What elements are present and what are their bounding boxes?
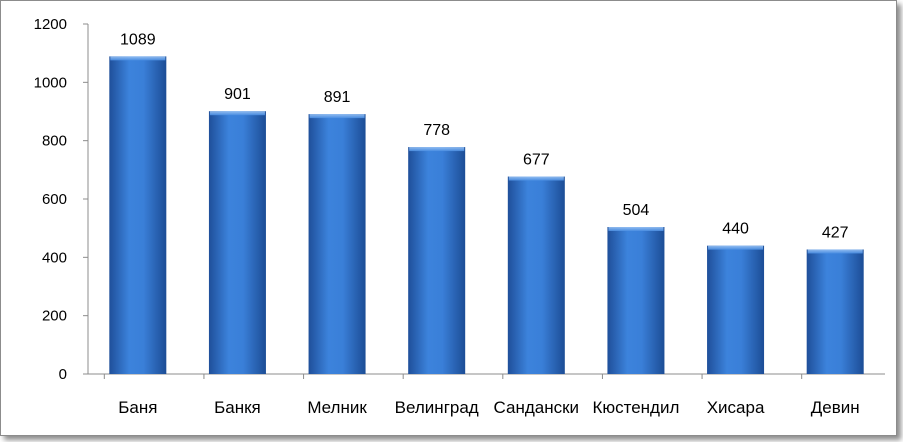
bar [208,111,266,374]
category-label: Велинград [395,398,479,417]
y-tick-label: 800 [42,133,67,150]
y-tick-label: 1200 [34,16,67,33]
bar-highlight [309,114,365,119]
bar-highlight [409,147,465,152]
category-label: Хисара [707,398,765,417]
y-tick-label: 600 [42,191,67,208]
category-label: Сандански [494,398,580,417]
data-label: 901 [224,86,251,103]
bar-highlight [110,56,166,61]
bar [109,56,167,374]
category-label: Банкя [214,398,261,417]
bar-highlight [508,176,564,181]
data-label: 677 [523,152,550,169]
bar [607,227,665,374]
y-tick-label: 1000 [34,74,67,91]
bar [408,147,466,374]
y-tick-label: 400 [42,249,67,266]
data-label: 427 [822,224,849,241]
y-tick-label: 0 [59,366,67,383]
bars [109,56,864,374]
bar-highlight [807,249,863,254]
category-label: Мелник [307,398,367,417]
bar [707,245,765,374]
y-tick-label: 200 [42,308,67,325]
bar [806,249,864,374]
bar-highlight [209,111,265,116]
bar-highlight [608,227,664,231]
data-label: 504 [623,202,650,219]
bar [308,114,366,374]
data-labels: 1089 901 891 778 677 504 440 427 [120,31,849,241]
data-label: 1089 [120,31,156,48]
data-label: 778 [423,122,450,139]
category-label: Кюстендил [592,398,679,417]
bar-highlight [708,245,764,250]
category-label: Девин [811,398,860,417]
data-label: 440 [722,221,749,238]
axes: 0 200 400 600 800 1000 1200 Баня Банкя Мелник Вели… [34,16,885,417]
data-label: 891 [324,89,351,106]
bar [507,176,565,374]
category-label: Баня [118,398,157,417]
